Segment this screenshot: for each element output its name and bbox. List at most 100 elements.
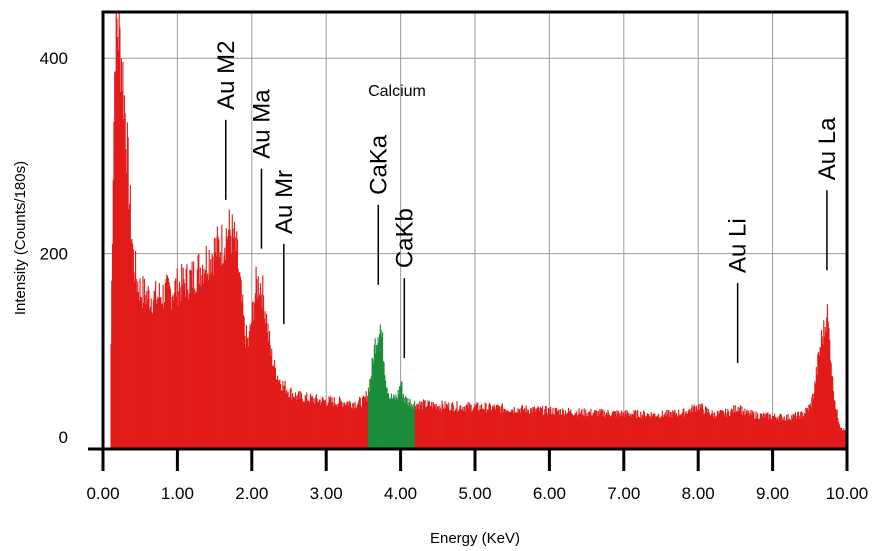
spectrum-bar: [566, 413, 568, 449]
spectrum-bar: [727, 411, 730, 449]
spectrum-bar: [134, 281, 136, 449]
spectrum-bar: [151, 312, 153, 449]
spectrum-bar: [509, 411, 512, 449]
spectrum-bar: [762, 417, 764, 449]
spectrum-bar: [799, 419, 801, 449]
spectrum-bar: [322, 397, 324, 449]
spectrum-bar: [680, 415, 682, 449]
spectrum-bar: [154, 292, 156, 449]
spectrum-bar: [291, 392, 294, 449]
spectrum-bar: [640, 418, 643, 449]
spectrum-bar: [599, 411, 602, 449]
spectrum-bar: [358, 397, 361, 449]
spectrum-bar: [528, 413, 530, 449]
spectrum-bar: [469, 404, 471, 449]
spectrum-bar: [268, 341, 270, 449]
spectrum-bar: [696, 410, 698, 449]
spectrum-bar: [552, 408, 554, 449]
spectrum-bar: [746, 409, 748, 449]
spectrum-bar: [482, 408, 484, 449]
spectrum-bar: [424, 399, 426, 449]
spectrum-bar: [472, 410, 474, 449]
spectrum-bar: [835, 408, 837, 449]
spectrum-bar: [235, 251, 237, 449]
spectrum-bar: [492, 407, 494, 449]
spectrum-bar: [731, 409, 733, 449]
spectrum-bar: [639, 418, 641, 449]
x-tick-label: 6.00: [533, 484, 566, 503]
calcium-bar: [408, 402, 410, 449]
spectrum-bar: [428, 402, 430, 449]
spectrum-bar: [293, 396, 295, 449]
calcium-bar: [378, 342, 380, 449]
spectrum-bar: [130, 240, 132, 449]
spectrum-bar: [806, 408, 808, 449]
spectrum-bar: [474, 404, 476, 449]
spectrum-bar: [712, 413, 714, 449]
spectrum-bar: [341, 407, 343, 449]
spectrum-bar: [464, 411, 466, 449]
spectrum-bar: [343, 406, 345, 449]
spectrum-bar: [193, 288, 195, 449]
spectrum-bar: [133, 272, 135, 449]
spectrum-bar: [506, 410, 509, 449]
spectrum-bar: [173, 292, 175, 449]
spectrum-bar: [286, 389, 288, 449]
peak-label: CaKa: [365, 134, 392, 195]
spectrum-bar: [533, 406, 535, 449]
x-tick-label: 5.00: [458, 484, 491, 503]
spectrum-bar: [585, 409, 587, 449]
spectrum-bar: [345, 405, 347, 449]
spectrum-bar: [119, 27, 121, 449]
spectrum-bar: [441, 400, 443, 449]
spectrum-bar: [681, 412, 683, 449]
spectrum-bar: [673, 411, 675, 449]
spectrum-bar: [174, 280, 176, 449]
spectrum-bar: [631, 413, 633, 449]
spectrum-bar: [823, 336, 826, 449]
spectrum-bar: [225, 228, 227, 449]
spectrum-bar: [563, 416, 565, 449]
x-tick-label: 8.00: [682, 484, 715, 503]
spectrum-bar: [797, 411, 800, 449]
spectrum-bar: [576, 416, 579, 449]
spectrum-bar: [687, 410, 689, 449]
spectrum-bar: [597, 416, 599, 449]
spectrum-bar: [477, 402, 479, 449]
spectrum-bar: [679, 414, 681, 449]
spectrum-bar: [203, 268, 205, 449]
spectrum-bar: [274, 359, 276, 449]
spectrum-bar: [701, 403, 703, 449]
spectrum-bar: [240, 280, 242, 449]
spectrum-bar: [256, 278, 258, 449]
spectrum-bar: [483, 409, 486, 449]
calcium-bar: [374, 338, 376, 449]
spectrum-bar: [127, 137, 129, 449]
spectrum-bar: [478, 410, 480, 449]
spectrum-bar: [303, 401, 305, 449]
spectrum-bar: [642, 415, 644, 449]
calcium-bar: [370, 378, 372, 449]
calcium-bar: [367, 387, 369, 449]
spectrum-bar: [279, 379, 281, 449]
spectrum-bar: [497, 404, 499, 449]
spectrum-bar: [180, 300, 182, 449]
x-tick-label: 3.00: [310, 484, 343, 503]
spectrum-bar: [705, 407, 707, 449]
spectrum-bar: [708, 412, 710, 449]
spectrum-bar: [264, 311, 266, 449]
spectrum-bar: [667, 409, 669, 449]
spectrum-bar: [314, 404, 316, 449]
spectrum-bar: [738, 411, 740, 449]
calcium-bar: [403, 397, 405, 449]
spectrum-bar: [670, 412, 672, 449]
spectrum-bar: [652, 416, 654, 449]
calcium-bar: [393, 396, 396, 449]
spectrum-bar: [764, 417, 766, 449]
spectrum-bar: [219, 257, 221, 449]
calcium-bar: [387, 393, 390, 449]
spectrum-bar: [206, 275, 208, 449]
y-tick-label: 200: [40, 245, 68, 264]
spectrum-bar: [697, 408, 699, 449]
spectrum-bar: [128, 209, 130, 449]
